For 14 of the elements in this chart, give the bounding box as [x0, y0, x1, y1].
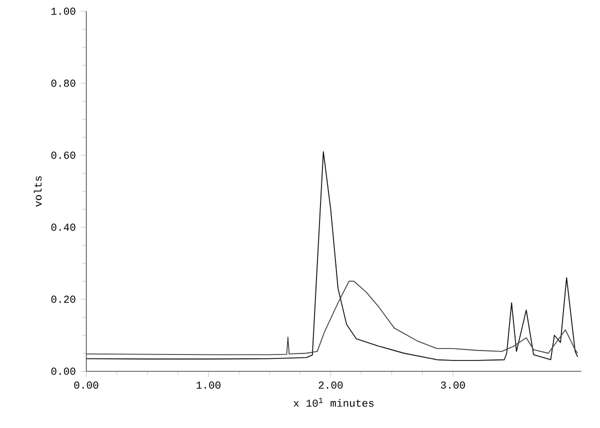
- y-tick-label: 0.40: [51, 224, 76, 232]
- x-tick-label: 0.00: [74, 382, 98, 389]
- y-tick-label: 0.80: [51, 80, 76, 88]
- y-tick-label: 0.00: [51, 368, 76, 376]
- line-series: [86, 281, 578, 356]
- y-axis-title: volts: [34, 176, 42, 207]
- x-tick-label: 3.00: [440, 382, 465, 389]
- y-tick-label: 1.00: [51, 8, 76, 16]
- y-tick-label: 0.20: [51, 296, 76, 304]
- x-axis-title: x 10$^{1}$ minutes: [294, 398, 374, 408]
- x-tick-label: 1.00: [196, 382, 220, 389]
- y-tick-label: 0.60: [51, 152, 76, 160]
- line-series: [86, 151, 578, 362]
- x-tick-label: 2.00: [318, 382, 343, 389]
